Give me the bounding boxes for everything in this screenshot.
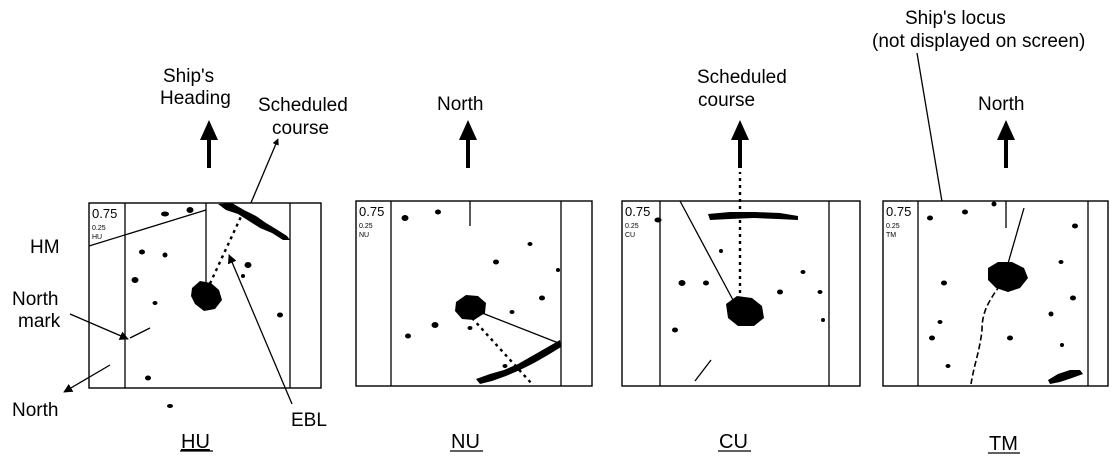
tm-north-label: North [978, 94, 1024, 115]
nu-up-arrow-icon [459, 120, 477, 168]
cu-mode-readout: CU [625, 232, 635, 239]
nu-north-label: North [437, 94, 483, 115]
hu-caption: HU [181, 431, 210, 453]
north-mark-pointer [69, 313, 129, 340]
hu-heading-label-line1: Ship's [163, 66, 214, 87]
hu-ring-readout: 0.25 [92, 225, 106, 232]
ebl-pointer [227, 254, 293, 405]
nu-caption: NU [451, 431, 480, 453]
nu-screen-frame [355, 200, 593, 387]
panel-tm: Ship's locus (not displayed on screen) N… [872, 8, 1109, 455]
nu-scheduled-course-line [471, 317, 533, 385]
nu-coastline-echo [476, 340, 561, 384]
cu-range-readout: 0.75 [625, 204, 650, 219]
cu-own-ship-echo [726, 296, 764, 326]
cu-coastline-echo [708, 212, 798, 220]
hu-heading-marker [88, 209, 207, 247]
panel-cu: Scheduled course 0.75 0.25 CU CU [621, 67, 861, 453]
hm-label: HM [30, 237, 60, 258]
cu-ring-readout: 0.25 [625, 223, 639, 230]
north-mark-label-line2: mark [18, 311, 61, 332]
tm-ring-readout: 0.25 [886, 223, 900, 230]
cu-up-arrow-icon [731, 120, 749, 168]
north-direction-arrow [63, 364, 111, 393]
north-direction-label: North [12, 400, 58, 421]
cu-caption: CU [719, 431, 748, 453]
hu-range-readout: 0.75 [92, 206, 117, 221]
panel-nu: North 0.75 0.25 NU N [355, 94, 593, 453]
hu-up-arrow-icon [200, 120, 218, 168]
cu-north-mark-line [694, 359, 712, 382]
nu-target-echoes [401, 209, 560, 368]
hu-target-echoes [131, 207, 283, 408]
tm-heading-marker [1006, 207, 1025, 268]
hu-mode-readout: HU [92, 234, 102, 241]
north-mark-label-line1: North [12, 289, 58, 310]
nu-mode-readout: NU [359, 232, 369, 239]
hu-heading-label-line2: Heading [160, 88, 231, 109]
tm-locus-label-line2: (not displayed on screen) [872, 31, 1085, 52]
tm-caption: TM [989, 433, 1018, 455]
panel-hu: Ship's Heading Scheduled course 0.75 0.2… [12, 66, 348, 453]
cu-scheduled-course-label-line2: course [698, 90, 755, 111]
hu-scheduled-course-label-line1: Scheduled [258, 95, 348, 116]
tm-range-readout: 0.75 [886, 204, 911, 219]
tm-own-ship-echo [988, 262, 1028, 292]
nu-ring-readout: 0.25 [359, 223, 373, 230]
nu-heading-marker [481, 312, 562, 345]
tm-screen-frame [882, 200, 1109, 387]
tm-mode-readout: TM [886, 232, 896, 239]
tm-up-arrow-icon [997, 120, 1015, 168]
cu-scheduled-course-label-line1: Scheduled [697, 67, 787, 88]
hu-scheduled-course-line [205, 207, 247, 291]
hu-north-mark-line [129, 327, 151, 339]
cu-target-echoes [654, 217, 825, 333]
ebl-label: EBL [291, 410, 327, 431]
hu-own-ship-echo [191, 281, 222, 311]
tm-target-echoes [927, 201, 1078, 368]
hu-scheduled-course-label-line2: course [272, 118, 329, 139]
nu-own-ship-echo [455, 295, 486, 320]
cu-heading-marker [679, 200, 734, 301]
hu-coastline-echo [218, 203, 290, 240]
nu-range-readout: 0.75 [359, 204, 384, 219]
tm-coastline-echo [1048, 370, 1083, 384]
tm-ship-locus [970, 284, 1001, 385]
tm-locus-label-line1: Ship's locus [905, 8, 1006, 29]
